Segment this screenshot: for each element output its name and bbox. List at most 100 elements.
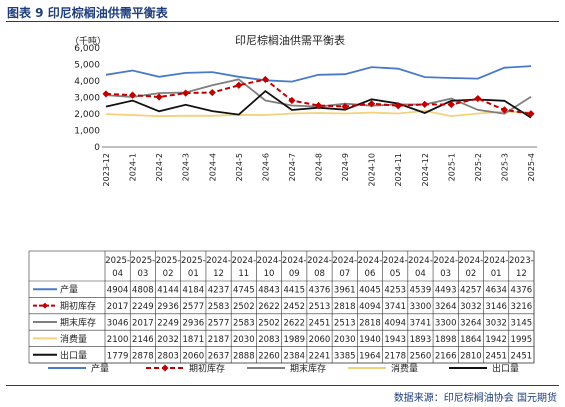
- opening-marker: [500, 106, 509, 114]
- table-header-year: 2024-: [358, 256, 383, 266]
- table-cell: 2560: [410, 351, 432, 361]
- table-cell: 1989: [283, 335, 305, 345]
- unit-label: （千吨）: [70, 35, 106, 47]
- table-cell: 2818: [359, 319, 381, 329]
- table-cell: 2451: [485, 351, 507, 361]
- table-row-label: 期末库存: [60, 317, 96, 329]
- table-header-month: 07: [339, 269, 350, 279]
- table-header-month: 08: [314, 269, 325, 279]
- table-cell: 2936: [157, 302, 179, 312]
- opening-marker: [102, 90, 110, 98]
- table-row-label: 出口量: [60, 349, 87, 361]
- opening-marker: [474, 94, 482, 103]
- source-text: 数据来源：印尼棕榈油协会 国元期货: [393, 393, 557, 404]
- table-header-year: 2024-: [383, 256, 408, 266]
- table-cell: 4045: [359, 286, 381, 296]
- table-cell: 4808: [132, 286, 154, 296]
- x-tick-label: 2025-3: [500, 153, 509, 181]
- y-axis: 0 1,000 2,000 3,000 4,000 5,000 6,000: [74, 44, 537, 153]
- table-cell: 2249: [132, 302, 154, 312]
- table-cell: 2166: [435, 351, 457, 361]
- table-cell: 2452: [283, 302, 305, 312]
- table-header-month: 04: [112, 269, 123, 279]
- table-cell: 4184: [183, 286, 205, 296]
- x-tick-label: 2024-4: [208, 153, 217, 181]
- table-header-year: 2024-: [332, 256, 357, 266]
- x-tick-label: 2024-5: [235, 153, 244, 181]
- table-cell: 2622: [283, 319, 305, 329]
- table-cell: 2577: [208, 319, 230, 329]
- legend-marker: [161, 364, 169, 372]
- table-cell: 3146: [485, 302, 507, 312]
- table-header-year: 2024-: [282, 256, 307, 266]
- table-header-month: 09: [289, 269, 300, 279]
- data-table: 2025- 04 2025- 03 2025- 02 2025- 01 2024- 12 2024-…: [28, 250, 535, 364]
- table-cell: 2583: [233, 319, 255, 329]
- table-header-month: 12: [516, 269, 527, 279]
- x-tick-label: 2025-2: [474, 153, 483, 181]
- table-cell: 2622: [258, 302, 280, 312]
- opening-marker: [235, 81, 243, 89]
- table-header-month: 03: [137, 269, 148, 279]
- table-cell: 3741: [384, 302, 406, 312]
- table-header-year: 2023-: [509, 256, 534, 266]
- table-header-month: 04: [415, 269, 426, 279]
- table-header-year: 2025-: [156, 256, 181, 266]
- balance-chart: 印尼棕榈油供需平衡表 （千吨） 0 1,000 2,000 3,000 4,000 5,0…: [28, 33, 537, 375]
- table-header-year: 2024-: [408, 256, 433, 266]
- table-cell: 4539: [410, 286, 432, 296]
- opening-marker: [261, 75, 269, 84]
- y-tick-label: 0: [94, 143, 100, 153]
- opening-marker: [341, 102, 349, 111]
- table-cell: 2502: [233, 302, 255, 312]
- opening-marker: [527, 110, 535, 118]
- table-cell: 4094: [384, 319, 406, 329]
- table-cell: 1864: [460, 335, 482, 345]
- table-cell: 3264: [460, 319, 482, 329]
- table-cell: 4376: [511, 286, 533, 296]
- opening-marker: [394, 102, 402, 110]
- table-cell: 4493: [435, 286, 457, 296]
- table-cell: 4144: [157, 286, 179, 296]
- table-cell: 3046: [107, 319, 129, 329]
- table-cell: 1964: [359, 351, 381, 361]
- table-cell: 2060: [309, 335, 331, 345]
- table-cell: 4843: [258, 286, 280, 296]
- series-line-consumption: [105, 109, 532, 118]
- table-header-month: 01: [491, 269, 502, 279]
- legend-label-ending: 期末库存: [290, 363, 326, 375]
- table-header-month: 11: [238, 269, 249, 279]
- legend-label-opening: 期初库存: [189, 363, 225, 375]
- table-cell: 2249: [157, 319, 179, 329]
- table-header-month: 02: [465, 269, 476, 279]
- table-cell: 2384: [283, 351, 305, 361]
- x-tick-label: 2024-1: [129, 153, 138, 181]
- top-rule: [6, 21, 559, 22]
- x-tick-label: 2024-12: [421, 153, 430, 186]
- table-cell: 2030: [334, 335, 356, 345]
- table-row-label: 期初库存: [60, 300, 96, 312]
- table-cell: 4253: [384, 286, 406, 296]
- series-line-production: [105, 65, 532, 83]
- legend-label-production: 产量: [91, 363, 109, 375]
- table-cell: 4237: [208, 286, 230, 296]
- opening-marker: [447, 100, 455, 109]
- y-tick-label: 4,000: [74, 77, 100, 87]
- table-cell: 2060: [183, 351, 205, 361]
- table-cell: 1779: [107, 351, 129, 361]
- table-cell: 3145: [511, 319, 533, 329]
- table-cell: 2878: [132, 351, 154, 361]
- table-cell: 3300: [435, 319, 457, 329]
- y-tick-label: 5,000: [74, 61, 100, 71]
- opening-marker: [314, 101, 323, 110]
- opening-marker: [128, 91, 137, 99]
- x-tick-label: 2025-1: [447, 153, 456, 181]
- table-cell: 2810: [460, 351, 482, 361]
- table-cell: 1942: [485, 335, 507, 345]
- series-line-opening: [105, 78, 532, 115]
- table-cell: 2513: [334, 319, 356, 329]
- table-cell: 2146: [132, 335, 154, 345]
- table-cell: 1898: [435, 335, 457, 345]
- table-cell: 2637: [208, 351, 230, 361]
- table-cell: 1893: [410, 335, 432, 345]
